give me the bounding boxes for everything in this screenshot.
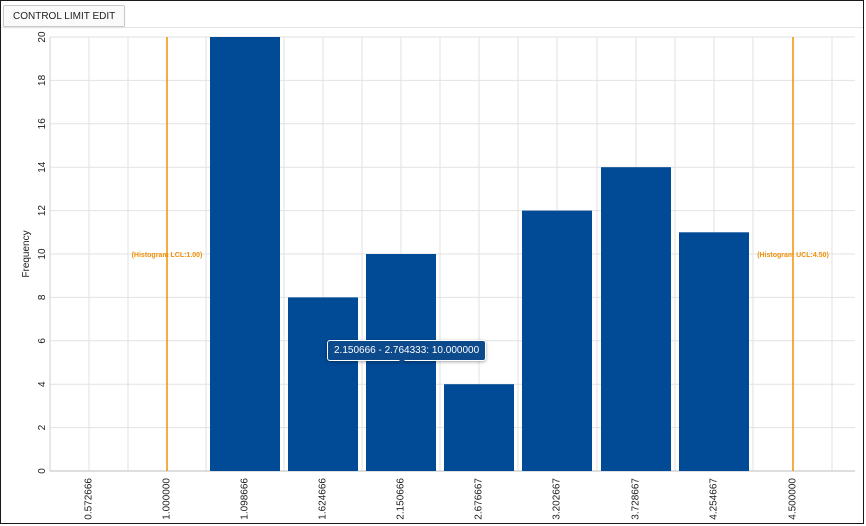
y-tick-label: 8 (37, 294, 48, 300)
y-axis-title: Frequency (21, 230, 32, 277)
y-tick-label: 12 (37, 205, 48, 217)
x-tick-label: 3.202667 (552, 478, 563, 520)
y-tick-label: 18 (37, 74, 48, 86)
histogram-bar[interactable] (679, 232, 749, 471)
tooltip-arrow (397, 358, 407, 363)
y-tick-label: 6 (37, 338, 48, 344)
y-tick-label: 16 (37, 118, 48, 130)
control-limit-label: (Histogram LCL:1.00) (132, 252, 203, 259)
y-tick-label: 2 (37, 424, 48, 430)
x-tick-label: 4.500000 (788, 478, 799, 520)
x-tick-label: 2.676667 (474, 478, 485, 520)
y-tick-label: 4 (37, 381, 48, 387)
y-tick-label: 10 (37, 248, 48, 260)
x-tick-label: 2.150666 (396, 478, 407, 520)
x-tick-label: 0.572666 (84, 478, 95, 520)
x-tick-label: 1.098666 (240, 478, 251, 520)
control-limit-edit-button[interactable]: CONTROL LIMIT EDIT (3, 5, 126, 27)
y-tick-label: 20 (37, 31, 48, 43)
x-tick-label: 1.000000 (162, 478, 173, 520)
histogram-bar[interactable] (522, 210, 592, 471)
y-tick-label: 14 (37, 161, 48, 173)
x-tick-label: 4.254667 (709, 478, 720, 520)
histogram-bar[interactable] (210, 37, 280, 471)
histogram-bar[interactable] (601, 167, 671, 471)
y-tick-label: 0 (37, 468, 48, 474)
histogram-bar[interactable] (288, 297, 358, 471)
x-tick-label: 3.728667 (631, 478, 642, 520)
control-limit-label: (Histogram UCL:4.50) (757, 252, 829, 259)
toolbar-divider (1, 27, 863, 28)
histogram-bar[interactable] (444, 384, 514, 471)
x-tick-label: 1.624666 (318, 478, 329, 520)
